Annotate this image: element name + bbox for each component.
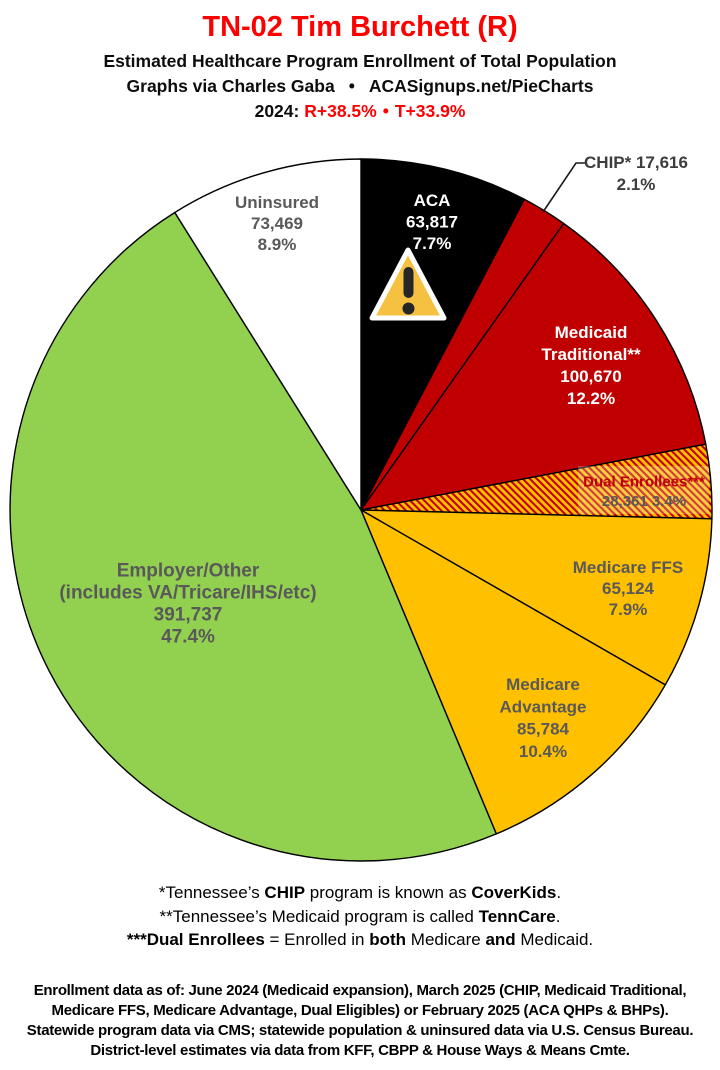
lean-r-value: R+38.5% (304, 101, 377, 121)
slice-label-ffs: Medicare FFS 65,124 7.9% (573, 558, 684, 619)
source-line: District-level estimates via data from K… (90, 1042, 630, 1059)
warning-triangle-icon (369, 247, 447, 321)
credit-author: Graphs via Charles Gaba (126, 76, 335, 96)
credit-site: ACASignups.net/PieCharts (368, 76, 594, 96)
pie-slice-madv (360, 509, 666, 835)
footnote-chip: *Tennessee’s CHIP program is known as Co… (158, 883, 562, 902)
pie-slice-aca (360, 158, 525, 511)
source-line: Enrollment data as of: June 2024 (Medica… (33, 982, 687, 999)
pie-slice-employer (9, 211, 497, 862)
dual-enrollees-highlight (578, 466, 709, 514)
slice-label-dual: Dual Enrollees*** 28,361 3.4% (583, 473, 705, 510)
footnote-medicaid: **Tennessee’s Medicaid program is called… (159, 906, 561, 926)
bullet-separator: • (382, 101, 389, 121)
footnote-dual: ***Dual Enrollees = Enrolled in both Med… (126, 930, 594, 949)
pie-annotations (542, 162, 709, 514)
slice-label-medicaid: Medicaid Traditional** 100,670 12.2% (541, 323, 641, 408)
chip-callout-line (542, 162, 585, 213)
footnotes-block: *Tennessee’s CHIP program is known as Co… (0, 881, 720, 952)
source-line: Statewide program data via CMS; statewid… (26, 1022, 694, 1039)
district-title-text: TN-02 Tim Burchett (R) (202, 11, 518, 43)
slice-label-employer: Employer/Other (includes VA/Tricare/IHS/e… (59, 561, 316, 648)
credit-line: Graphs via Charles Gaba • ACASignups.net/P… (0, 76, 720, 97)
source-note-block: Enrollment data as of: June 2024 (Medica… (0, 981, 720, 1061)
pie-slices (9, 158, 713, 862)
pie-slice-medicaid (360, 222, 707, 511)
lean-year: 2024: (254, 101, 300, 121)
slice-label-aca: ACA 63,817 7.7% (406, 191, 458, 253)
chart-subtitle: Estimated Healthcare Program Enrollment … (103, 51, 617, 71)
slice-label-chip: CHIP* 17,616 2.1% (584, 153, 688, 194)
bullet-separator: • (348, 76, 355, 96)
slice-label-uninsured: Uninsured 73,469 8.9% (235, 193, 319, 254)
pie-slice-uninsured (174, 158, 362, 511)
slice-label-madv: Medicare Advantage 85,784 10.4% (500, 675, 587, 761)
pie-labels: ACA 63,817 7.7% CHIP* 17,616 2.1% Medicaid Tra… (59, 153, 705, 761)
source-line: Medicare FFS, Medicare Advantage, Dual E… (51, 1002, 669, 1019)
lean-t-value: T+33.9% (394, 101, 466, 121)
page-title: TN-02 Tim Burchett (R) (0, 11, 720, 44)
pie-slice-ffs (360, 509, 713, 686)
partisan-lean-line: 2024: R+38.5% • T+33.9% (0, 101, 720, 122)
